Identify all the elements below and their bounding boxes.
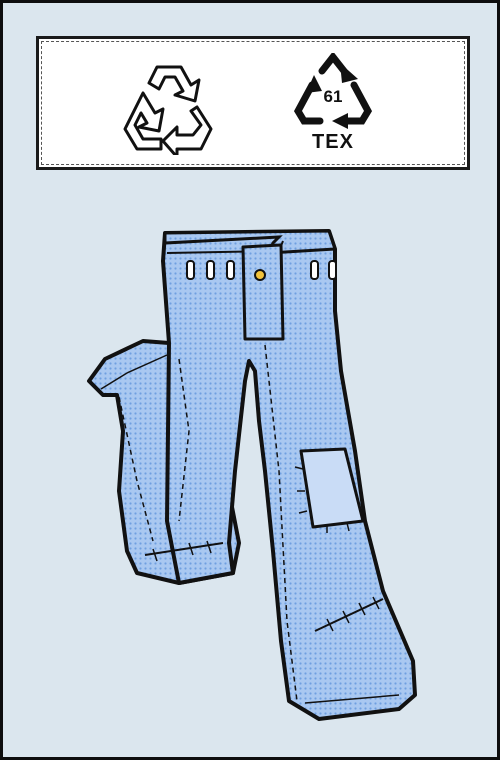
textile-recycling-symbol: 61 TEX <box>292 53 374 157</box>
resin-code-number: 61 <box>323 87 343 106</box>
jeans-icon <box>87 229 417 721</box>
triangle-arrows-icon <box>293 53 373 129</box>
fly-flap <box>241 243 285 341</box>
recycle-icon <box>123 65 213 155</box>
front-leg <box>161 229 417 721</box>
recycling-label-box: 61 TEX <box>36 36 470 170</box>
knee-patch <box>299 447 365 529</box>
belt-loops <box>186 260 337 280</box>
rivet <box>254 269 266 281</box>
resin-code-text: TEX <box>312 131 354 153</box>
